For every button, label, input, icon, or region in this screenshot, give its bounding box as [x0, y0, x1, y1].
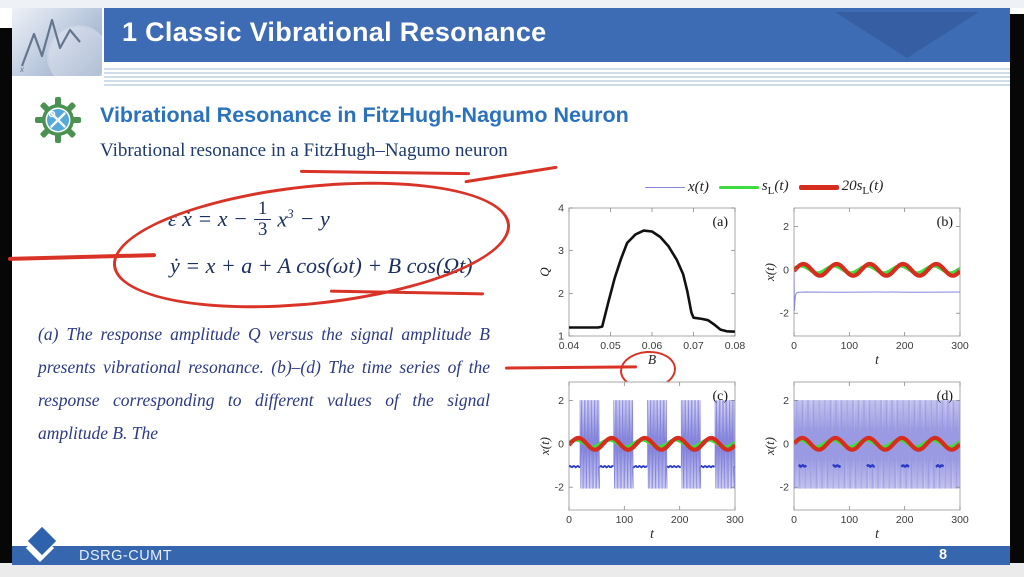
svg-text:2: 2 — [558, 395, 564, 407]
plot-c-time-series: 0 100 200 300 -2 0 2 (c) t x(t) — [537, 381, 744, 541]
svg-text:2: 2 — [558, 288, 564, 300]
legend-line-sL-icon — [718, 185, 759, 190]
svg-text:-2: -2 — [780, 482, 789, 494]
page-number: 8 — [938, 547, 948, 563]
section-subheading: Vibrational resonance in a FitzHugh–Nagu… — [100, 140, 508, 161]
svg-text:4: 4 — [558, 203, 564, 215]
legend-entry-sL: sL(t) — [718, 178, 789, 197]
sketch-photo-thumbnail: x — [12, 8, 109, 87]
svg-text:0: 0 — [783, 264, 789, 276]
svg-text:100: 100 — [841, 514, 859, 526]
svg-text:0.05: 0.05 — [600, 340, 621, 352]
header-stripes-decoration — [104, 66, 1010, 88]
header-chevron-decoration — [835, 12, 979, 58]
plot-legend: x(t) sL(t) 20sL(t) — [645, 178, 883, 197]
svg-text:(d): (d) — [937, 389, 954, 404]
legend-line-20sL-icon — [798, 185, 839, 190]
svg-text:200: 200 — [671, 514, 689, 526]
svg-text:t: t — [875, 526, 880, 541]
svg-text:x(t): x(t) — [762, 263, 777, 282]
equation-1-rhs: − y — [299, 206, 330, 232]
svg-text:t: t — [650, 526, 655, 541]
svg-text:-2: -2 — [780, 308, 789, 320]
footer-label: DSRG-CUMT — [79, 548, 173, 564]
fraction-one-third: 1 3 — [253, 199, 272, 240]
svg-text:2: 2 — [783, 395, 789, 407]
equation-1-cubic-term: x3 — [277, 206, 294, 232]
legend-entry-x: x(t) — [645, 179, 709, 196]
svg-text:0: 0 — [783, 438, 789, 450]
svg-text:300: 300 — [951, 340, 969, 352]
svg-text:300: 300 — [726, 514, 744, 526]
section-heading: Vibrational Resonance in FitzHugh-Nagumo… — [100, 103, 629, 127]
svg-text:0.07: 0.07 — [683, 340, 704, 352]
svg-text:-2: -2 — [555, 482, 564, 494]
svg-text:t: t — [875, 352, 880, 367]
red-underline-subheading-1 — [299, 169, 471, 175]
header-bar — [104, 8, 1010, 62]
svg-text:x: x — [19, 65, 25, 74]
svg-text:(a): (a) — [712, 215, 728, 230]
svg-text:0: 0 — [791, 514, 797, 526]
svg-text:1: 1 — [558, 331, 564, 343]
plot-a-response-amplitude: 0.04 0.05 0.06 0.07 0.08 1 2 3 4 (a) B Q — [537, 203, 746, 368]
sketch-graph-icon: x — [19, 18, 109, 87]
left-black-bar — [0, 28, 12, 563]
svg-text:2: 2 — [783, 221, 789, 233]
legend-entry-20sL: 20sL(t) — [798, 178, 883, 197]
svg-text:200: 200 — [896, 340, 914, 352]
gear-tools-icon — [34, 96, 82, 144]
svg-text:0.08: 0.08 — [725, 340, 746, 352]
right-black-bar — [1010, 14, 1024, 563]
bottom-strip — [0, 563, 1024, 577]
legend-line-x-icon — [645, 186, 685, 189]
svg-text:0: 0 — [558, 438, 564, 450]
red-underline-subheading-2 — [464, 165, 558, 183]
svg-text:3: 3 — [558, 245, 564, 257]
equation-2: ẏ = x + a + A cos(ωt) + B cos(Ωt) — [170, 253, 473, 278]
svg-text:Q: Q — [537, 267, 552, 277]
svg-text:B: B — [648, 352, 656, 367]
svg-text:100: 100 — [616, 514, 634, 526]
equation-1: ε ẋ = x − 1 3 x3 − y — [168, 199, 330, 240]
plot-d-time-series: 0 100 200 300 -2 0 2 (d) t x(t) — [762, 381, 969, 541]
svg-text:x(t): x(t) — [537, 437, 552, 456]
svg-text:x(t): x(t) — [762, 437, 777, 456]
top-strip — [0, 0, 1024, 8]
red-ellipse-equations — [106, 164, 517, 326]
svg-text:0.04: 0.04 — [559, 340, 580, 352]
svg-text:0: 0 — [791, 340, 797, 352]
plot-b-time-series: 0 100 200 300 -2 0 2 (b) t x(t) — [762, 207, 969, 367]
svg-text:0.06: 0.06 — [642, 340, 663, 352]
footer-bar — [12, 546, 1010, 565]
figure-caption: (a) The response amplitude Q versus the … — [38, 324, 490, 443]
svg-text:(b): (b) — [937, 215, 954, 230]
svg-text:300: 300 — [951, 514, 969, 526]
slide-title: 1 Classic Vibrational Resonance — [122, 17, 547, 47]
svg-text:0: 0 — [566, 514, 572, 526]
svg-text:200: 200 — [896, 514, 914, 526]
equation-1-lhs: ε ẋ = x − — [168, 206, 248, 232]
svg-text:(c): (c) — [712, 389, 728, 404]
svg-text:100: 100 — [841, 340, 859, 352]
